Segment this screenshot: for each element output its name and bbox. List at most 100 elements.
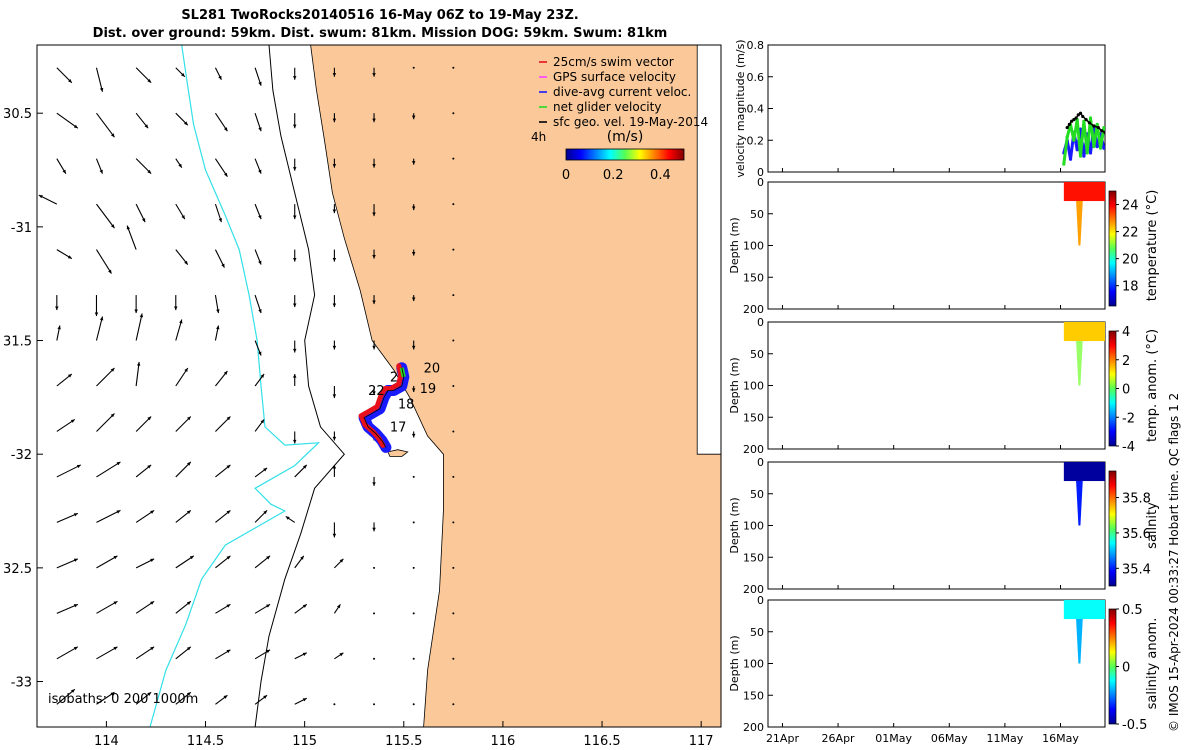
y-tick-label: -32 [11, 448, 32, 463]
velocity-ylabel: velocity magnitude (m/s) [734, 39, 747, 177]
vector-arrow [412, 475, 415, 478]
vector-arrowhead [179, 319, 183, 324]
vector-arrowhead [221, 263, 225, 268]
vector-arrow [126, 225, 137, 250]
vector-arrow [135, 361, 140, 387]
vector-arrow [56, 512, 79, 523]
y-tick-label: 50 [750, 626, 764, 639]
legend-entry: dive-avg current veloc. [553, 85, 691, 99]
section-plume-fill [1076, 201, 1083, 246]
vector-arrowhead [70, 419, 75, 423]
section-ylabel: Depth (m) [728, 357, 741, 413]
vector-arrowhead [110, 368, 115, 372]
velocity-point [1076, 113, 1080, 117]
vector-arrowhead [110, 692, 115, 696]
vector-arrow [95, 316, 104, 341]
vector-arrowhead [292, 257, 297, 262]
vector-arrowhead [150, 558, 155, 563]
y-tick-label: 0 [757, 316, 764, 329]
vector-arrowhead [285, 516, 290, 520]
velocity-point [1082, 154, 1086, 158]
vector-arrow [96, 600, 118, 614]
y-tick-label: 0 [757, 456, 764, 469]
vector-arrow [333, 703, 336, 706]
vector-arrowhead [372, 254, 376, 259]
vector-arrow [175, 319, 183, 341]
section-frame [767, 321, 1106, 450]
colorbar-tick-label: 0 [1122, 383, 1130, 398]
vector-arrowhead [147, 692, 152, 696]
vector-arrowhead [73, 646, 78, 651]
time-tick-label: 06May [931, 732, 968, 745]
vector-arrow [96, 413, 115, 432]
vector-arrowhead [332, 345, 337, 350]
vector-arrowhead [339, 652, 344, 657]
section-shallow-fill [1063, 462, 1105, 482]
vector-arrowhead [94, 312, 99, 317]
time-tick-label: 01May [875, 732, 912, 745]
y-tick-label: 50 [750, 208, 764, 221]
vector-arrowhead [263, 695, 268, 699]
y-tick-label: 100 [743, 658, 764, 671]
vector-arrowhead [99, 169, 103, 174]
vector-arrow [214, 112, 228, 132]
vector-arrowhead [73, 558, 78, 562]
vector-arrow [56, 646, 79, 660]
vector-arrowhead [339, 558, 344, 563]
vector-arrowhead [147, 169, 152, 174]
vector-arrowhead [302, 464, 307, 469]
vector-arrowhead [411, 388, 416, 392]
day-label: 22 [368, 384, 385, 399]
vector-arrowhead [150, 601, 155, 605]
vector-arrow [452, 521, 455, 524]
velocity-point [1065, 125, 1069, 130]
section-temperature: 0 50 100 150 200 Depth (m) 18 20 22 24 temperature… [728, 176, 1160, 316]
vector-arrowhead [372, 118, 376, 123]
vector-arrow [452, 339, 455, 342]
y-tick-label: 0.2 [747, 134, 765, 147]
track-line [363, 367, 405, 448]
velocity-point [1062, 162, 1066, 166]
y-tick-label: 0.4 [747, 103, 765, 116]
vector-arrowhead [302, 604, 307, 608]
vector-arrow [56, 558, 79, 569]
vector-arrowhead [226, 510, 231, 515]
vector-arrowhead [372, 482, 376, 486]
vector-arrow [452, 248, 455, 251]
vector-arrowhead [258, 260, 262, 265]
colorbar-tick-label: 0.5 [1122, 603, 1143, 618]
vector-arrowhead [218, 218, 222, 223]
legend-entry: 25cm/s swim vector [553, 55, 674, 69]
vector-arrow [96, 555, 118, 569]
vector-arrow [452, 294, 455, 297]
vector-arrowhead [332, 209, 337, 214]
vector-arrowhead [73, 604, 78, 608]
colorbar-tick-label: 22 [1122, 226, 1139, 241]
vector-arrowhead [73, 513, 78, 517]
vector-arrowhead [258, 309, 262, 314]
colorbar-tick-label: 20 [1122, 253, 1139, 268]
vector-arrowhead [174, 306, 178, 311]
vector-arrowhead [258, 127, 262, 132]
vector-arrowhead [62, 169, 66, 174]
vector-arrowhead [134, 309, 138, 314]
vector-arrowhead [372, 300, 376, 305]
vector-arrowhead [178, 163, 182, 168]
vector-arrow [452, 703, 455, 706]
vector-arrowhead [411, 251, 416, 256]
y-tick-label: 200 [743, 583, 764, 596]
y-tick-label: 200 [743, 303, 764, 316]
velocity-point [1082, 119, 1086, 123]
velocity-point [1067, 122, 1072, 126]
vector-arrowhead [266, 555, 271, 560]
x-tick-label: 116 [490, 734, 515, 749]
section-shallow-fill [1063, 322, 1105, 342]
swim-vector-track [358, 363, 404, 448]
y-tick-label: 100 [743, 520, 764, 533]
colorbar-tick-label: 35.6 [1122, 527, 1151, 542]
vector-arrow [135, 600, 155, 614]
vector-arrowhead [332, 436, 337, 441]
vector-arrow [373, 612, 376, 615]
